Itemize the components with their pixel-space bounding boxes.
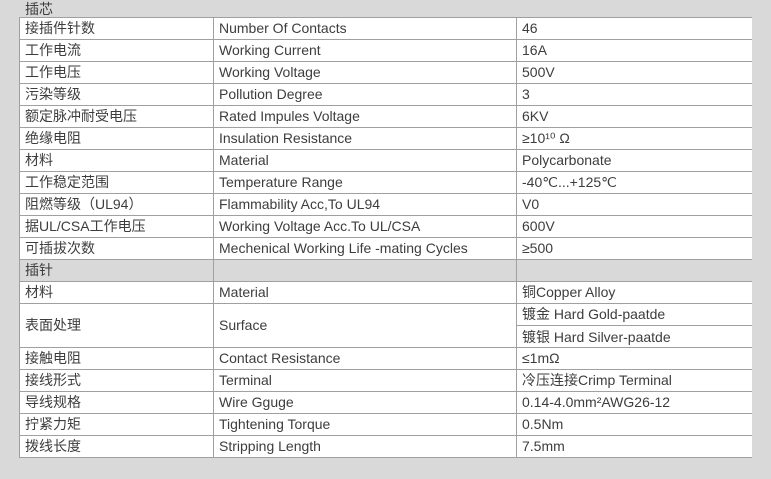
spec-label-cn: 据UL/CSA工作电压: [20, 216, 214, 237]
spec-label-cn: 额定脉冲耐受电压: [20, 106, 214, 127]
spec-table: 插芯 接插件针数 Number Of Contacts 46 工作电流 Working C…: [19, 0, 752, 458]
spec-value: -40℃...+125℃: [522, 174, 617, 190]
spec-label-en: Stripping Length: [214, 436, 517, 457]
spec-label-en: Wire Gguge: [214, 392, 517, 413]
spec-label-cn: 拨线长度: [20, 436, 214, 457]
spec-value: 冷压连接Crimp Terminal: [522, 372, 672, 388]
spec-value: ≥500: [522, 240, 554, 256]
spec-label-en: Working Current: [214, 40, 517, 61]
spec-label-en: Surface: [214, 304, 517, 347]
table-row: 工作电流 Working Current 16A: [19, 40, 752, 62]
spec-label-en: Number Of Contacts: [214, 18, 517, 39]
spec-value: V0: [522, 196, 540, 212]
spec-label-cn: 接插件针数: [20, 18, 214, 39]
spec-label-cn: 工作电压: [20, 62, 214, 83]
spec-value: Polycarbonate: [522, 152, 612, 168]
table-row: 污染等级 Pollution Degree 3: [19, 84, 752, 106]
spec-value: 0.5Nm: [522, 416, 564, 432]
table-row: 拨线长度 Stripping Length 7.5mm: [19, 436, 752, 458]
table-row: 工作稳定范围 Temperature Range -40℃...+125℃: [19, 172, 752, 194]
spec-value: 46: [522, 20, 538, 36]
spec-label-en: Terminal: [214, 370, 517, 391]
spec-value: 6KV: [522, 108, 549, 124]
spec-label-en: Contact Resistance: [214, 348, 517, 369]
spec-value: 7.5mm: [522, 438, 565, 454]
spec-value-cell: 镀金 Hard Gold-paatde 镀银 Hard Silver-paatde: [517, 304, 752, 347]
table-row: 阻燃等级（UL94） Flammability Acc,To UL94 V0: [19, 194, 752, 216]
spec-value: 铜Copper Alloy: [522, 284, 616, 300]
table-row: 接插件针数 Number Of Contacts 46: [19, 18, 752, 40]
spec-label-en: Tightening Torque: [214, 414, 517, 435]
spec-value: 镀银 Hard Silver-paatde: [517, 325, 752, 347]
spec-label-cn: 材料: [20, 150, 214, 171]
spec-label-cn: 拧紧力矩: [20, 414, 214, 435]
spec-label-en: Material: [214, 150, 517, 171]
spec-value: 镀金 Hard Gold-paatde: [522, 306, 666, 322]
section-header-row: 插针: [19, 260, 752, 282]
spec-label-cn: 污染等级: [20, 84, 214, 105]
spec-value: ≥10¹⁰ Ω: [522, 130, 570, 146]
table-row: 表面处理 Surface 镀金 Hard Gold-paatde 镀银 Hard Si…: [19, 304, 752, 348]
spec-value: 500V: [522, 64, 555, 80]
table-row: 绝缘电阻 Insulation Resistance ≥10¹⁰ Ω: [19, 128, 752, 150]
spec-label-en: Insulation Resistance: [214, 128, 517, 149]
section-header-empty-cell: [517, 260, 752, 281]
table-row: 工作电压 Working Voltage 500V: [19, 62, 752, 84]
spec-label-en: Rated Impules Voltage: [214, 106, 517, 127]
table-row: 材料 Material 铜Copper Alloy: [19, 282, 752, 304]
table-row: 材料 Material Polycarbonate: [19, 150, 752, 172]
spec-label-cn: 材料: [20, 282, 214, 303]
spec-label-cn: 可插拔次数: [20, 238, 214, 259]
spec-label-cn: 导线规格: [20, 392, 214, 413]
table-row: 拧紧力矩 Tightening Torque 0.5Nm: [19, 414, 752, 436]
spec-label-cn: 工作稳定范围: [20, 172, 214, 193]
spec-label-en: Working Voltage Acc.To UL/CSA: [214, 216, 517, 237]
spec-label-en: Material: [214, 282, 517, 303]
table-row: 可插拔次数 Mechenical Working Life -mating Cyc…: [19, 238, 752, 260]
spec-value: ≤1mΩ: [522, 350, 560, 366]
section-header-empty-cell: [214, 260, 517, 281]
table-row: 接触电阻 Contact Resistance ≤1mΩ: [19, 348, 752, 370]
spec-value: 3: [522, 86, 530, 102]
spec-value: 16A: [522, 42, 547, 58]
section-title: 插针: [20, 260, 214, 281]
table-row: 据UL/CSA工作电压 Working Voltage Acc.To UL/CSA…: [19, 216, 752, 238]
table-row: 接线形式 Terminal 冷压连接Crimp Terminal: [19, 370, 752, 392]
spec-label-en: Flammability Acc,To UL94: [214, 194, 517, 215]
table-row: 导线规格 Wire Gguge 0.14-4.0mm²AWG26-12: [19, 392, 752, 414]
spec-label-cn: 绝缘电阻: [20, 128, 214, 149]
spec-value: 600V: [522, 218, 555, 234]
spec-label-cn: 阻燃等级（UL94）: [20, 194, 214, 215]
spec-label-cn: 接线形式: [20, 370, 214, 391]
spec-label-en: Temperature Range: [214, 172, 517, 193]
spec-label-cn: 接触电阻: [20, 348, 214, 369]
spec-label-cn: 工作电流: [20, 40, 214, 61]
spec-label-en: Working Voltage: [214, 62, 517, 83]
table-row: 额定脉冲耐受电压 Rated Impules Voltage 6KV: [19, 106, 752, 128]
spec-label-en: Mechenical Working Life -mating Cycles: [214, 238, 517, 259]
spec-value: 0.14-4.0mm²AWG26-12: [522, 394, 671, 410]
spec-label-en: Pollution Degree: [214, 84, 517, 105]
section-title: 插芯: [19, 0, 752, 18]
spec-label-cn: 表面处理: [20, 304, 214, 347]
